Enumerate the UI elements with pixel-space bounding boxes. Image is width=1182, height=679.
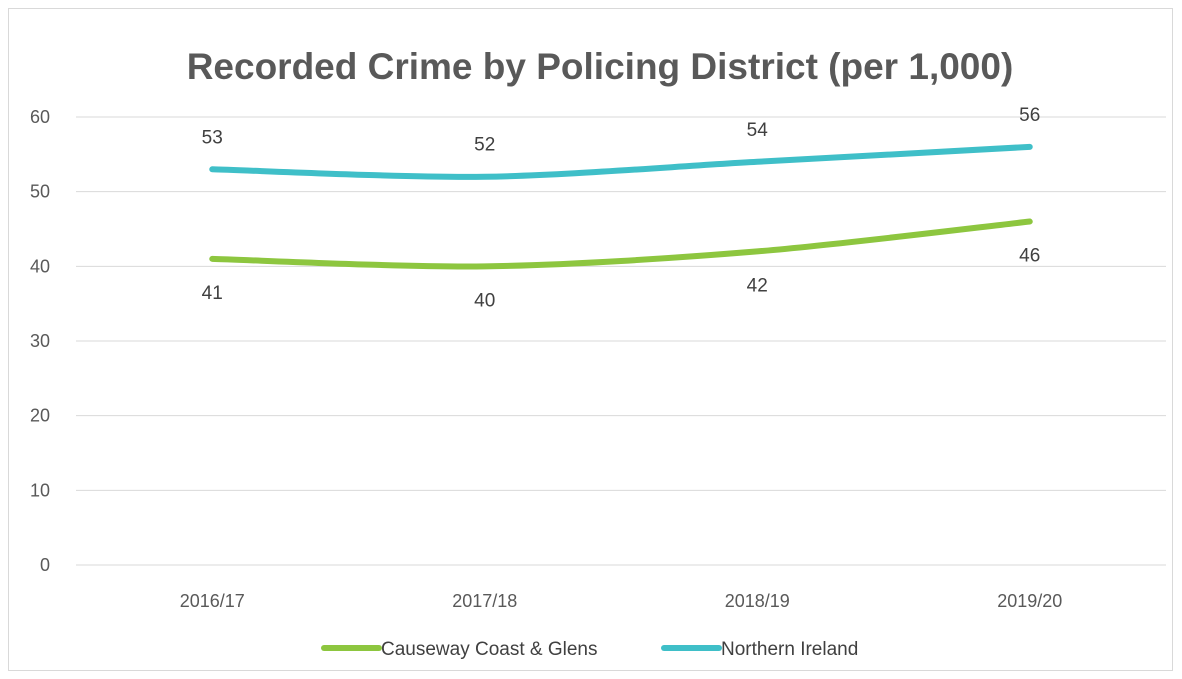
data-label: 56 [1019, 105, 1040, 126]
series-line-1 [209, 143, 1033, 180]
x-tick-label: 2019/20 [997, 591, 1062, 611]
y-tick-label: 20 [30, 406, 50, 426]
y-tick-label: 10 [30, 480, 50, 500]
line-chart: Recorded Crime by Policing District (per… [30, 46, 1166, 660]
y-tick-label: 0 [40, 555, 50, 575]
legend-label: Causeway Coast & Glens [381, 639, 598, 660]
data-label: 52 [474, 135, 495, 156]
legend-label: Northern Ireland [721, 639, 858, 660]
y-tick-label: 30 [30, 331, 50, 351]
data-label: 46 [1019, 246, 1040, 267]
data-label: 40 [474, 290, 495, 311]
data-label: 53 [202, 127, 223, 148]
x-tick-label: 2016/17 [180, 591, 245, 611]
y-tick-label: 60 [30, 107, 50, 127]
data-label: 54 [747, 120, 769, 141]
chart-frame: Recorded Crime by Policing District (per… [8, 8, 1173, 671]
y-axis-ticks: 0 10 20 30 40 50 60 [30, 107, 50, 575]
x-tick-label: 2017/18 [452, 591, 517, 611]
legend: Causeway Coast & Glens Northern Ireland [321, 639, 858, 660]
x-axis-ticks: 2016/17 2017/18 2018/19 2019/20 [180, 591, 1063, 611]
data-label: 42 [747, 275, 768, 296]
series-line-0 [209, 218, 1033, 270]
y-tick-label: 40 [30, 256, 50, 276]
y-tick-label: 50 [30, 182, 50, 202]
data-label: 41 [202, 283, 223, 304]
chart-title: Recorded Crime by Policing District (per… [187, 46, 1014, 87]
data-labels: 41 40 42 46 53 52 54 56 [202, 105, 1041, 311]
series-lines [209, 143, 1033, 270]
x-tick-label: 2018/19 [725, 591, 790, 611]
gridlines [76, 116, 1166, 566]
